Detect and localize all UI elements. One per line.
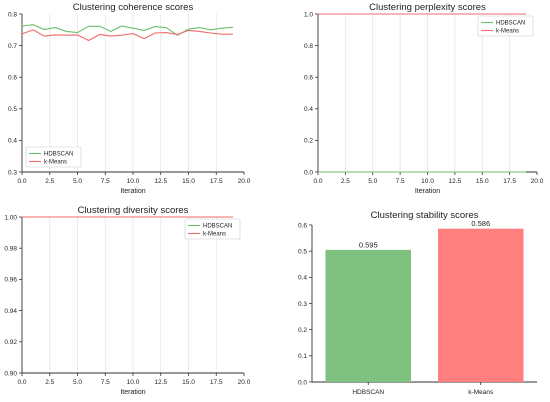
y-tick-label: 0.8 (8, 11, 17, 18)
y-tick-label: 0.7 (8, 43, 17, 50)
bar-hdbscan (325, 249, 411, 382)
chart-panel-0: Clustering coherence scores 0.0 2.5 5.0 7.5 1… (8, 2, 251, 195)
x-axis-label: Iteration (120, 389, 145, 396)
x-tick-label: 17.5 (210, 178, 223, 185)
y-tick-label: 0.1 (298, 353, 307, 360)
chart-title: Clustering coherence scores (73, 2, 194, 13)
y-tick-label: 0.2 (298, 327, 307, 334)
x-tick-label: k-Means (468, 389, 494, 396)
y-tick-label: 0.6 (298, 222, 307, 229)
bar-k-means (438, 228, 524, 382)
x-tick-label: 10.0 (127, 379, 140, 386)
y-tick-label: 1.00 (4, 214, 17, 221)
legend: HDBSCAN k-Means (477, 15, 534, 37)
legend-entry: k-Means (44, 160, 67, 166)
x-tick-label: 12.5 (154, 379, 167, 386)
y-tick-label: 0.4 (298, 275, 307, 282)
x-tick-label: 2.5 (45, 178, 54, 185)
x-tick-label: 5.0 (73, 379, 82, 386)
x-tick-label: 7.5 (396, 178, 405, 185)
chart-panel-2: Clustering diversity scores 0.0 2.5 5.0 7.5 1… (4, 205, 250, 396)
y-tick-label: 0.8 (304, 43, 313, 50)
x-tick-label: 10.0 (421, 178, 434, 185)
x-tick-label: 20.0 (238, 379, 251, 386)
x-tick-label: 0.0 (17, 379, 26, 386)
x-tick-label: 12.5 (154, 178, 167, 185)
chart-panel-3: Clustering stability scores 0.0 0.1 0.2 0.3 0… (298, 210, 537, 396)
chart-panel-1: Clustering perplexity scores 0.0 2.5 5.0 7.5… (304, 2, 544, 195)
y-tick-label: 0.5 (298, 248, 307, 255)
x-tick-label: 15.0 (476, 178, 489, 185)
chart-title: Clustering perplexity scores (369, 2, 486, 13)
x-tick-label: 10.0 (127, 178, 140, 185)
y-tick-label: 0.2 (304, 138, 313, 145)
x-tick-label: 15.0 (182, 379, 195, 386)
x-tick-label: HDBSCAN (352, 389, 384, 396)
bar-data-label: 0.595 (359, 240, 378, 249)
series-line-k-means (21, 29, 233, 42)
legend-entry: k-Means (496, 29, 519, 35)
x-tick-label: 17.5 (503, 178, 516, 185)
x-tick-label: 5.0 (73, 178, 82, 185)
legend-entry: k-Means (203, 232, 226, 238)
x-axis-label: Iteration (120, 188, 145, 195)
y-tick-label: 0.3 (298, 301, 307, 308)
y-tick-label: 0.98 (4, 246, 17, 253)
y-tick-label: 0.96 (4, 277, 17, 284)
legend-entry: HDBSCAN (496, 21, 525, 27)
y-tick-label: 0.90 (4, 370, 17, 377)
y-tick-label: 0.92 (4, 339, 17, 346)
legend-entry: HDBSCAN (203, 224, 232, 230)
x-tick-label: 12.5 (449, 178, 462, 185)
y-tick-label: 0.0 (304, 169, 313, 176)
legend-entry: HDBSCAN (44, 152, 73, 158)
legend: HDBSCAN k-Means (184, 218, 241, 240)
y-tick-label: 0.4 (304, 106, 313, 113)
x-tick-label: 20.0 (238, 178, 251, 185)
x-tick-label: 0.0 (313, 178, 322, 185)
x-tick-label: 5.0 (368, 178, 377, 185)
x-tick-label: 7.5 (101, 178, 110, 185)
x-tick-label: 2.5 (341, 178, 350, 185)
y-tick-label: 0.5 (8, 106, 17, 113)
x-tick-label: 2.5 (45, 379, 54, 386)
x-tick-label: 15.0 (182, 178, 195, 185)
y-tick-label: 1.0 (304, 11, 313, 18)
y-tick-label: 0.6 (8, 75, 17, 82)
x-tick-label: 7.5 (101, 379, 110, 386)
y-tick-label: 0.6 (304, 75, 313, 82)
y-tick-label: 0.94 (4, 308, 17, 315)
bar-data-label: 0.586 (471, 219, 490, 228)
chart-title: Clustering diversity scores (78, 205, 189, 216)
legend: HDBSCAN k-Means (25, 146, 82, 168)
x-tick-label: 0.0 (17, 178, 26, 185)
x-tick-label: 20.0 (531, 178, 544, 185)
y-tick-label: 0.3 (8, 169, 17, 176)
y-tick-label: 0.0 (298, 379, 307, 386)
x-tick-label: 17.5 (210, 379, 223, 386)
series-line-hdbscan (21, 24, 233, 36)
y-tick-label: 0.4 (8, 138, 17, 145)
x-axis-label: Iteration (415, 188, 440, 195)
chart-title: Clustering stability scores (371, 210, 479, 221)
